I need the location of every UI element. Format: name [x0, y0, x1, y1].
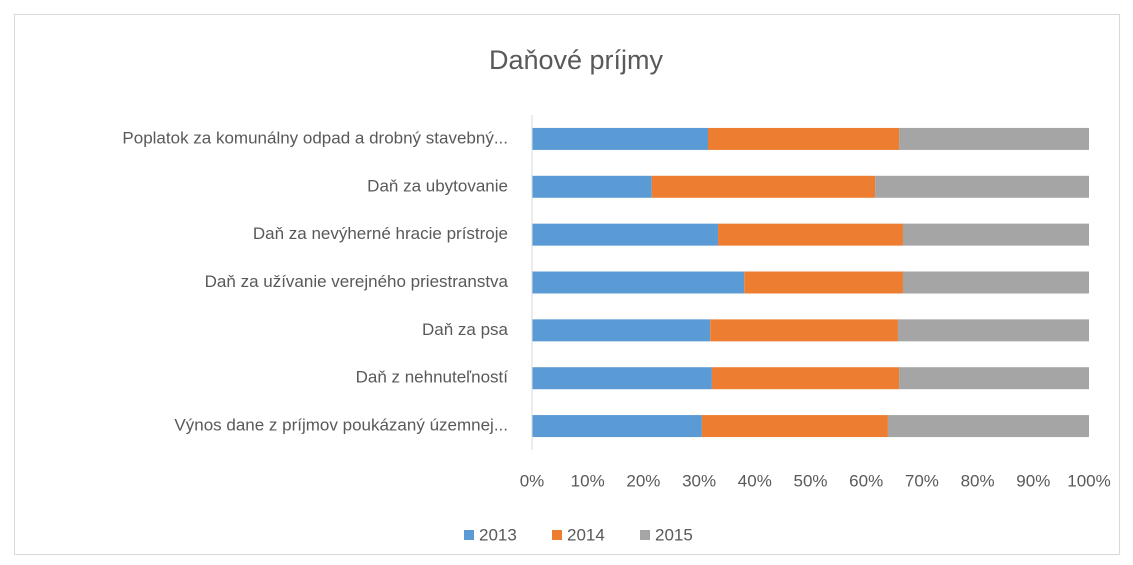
x-tick-label: 30%: [682, 471, 716, 490]
bar-segment: [887, 415, 1089, 438]
y-tick-label: Daň z nehnuteľností: [356, 368, 509, 387]
x-tick-label: 0%: [520, 471, 545, 490]
x-tick-label: 50%: [793, 471, 827, 490]
bar-segment: [899, 367, 1089, 390]
x-tick-label: 70%: [905, 471, 939, 490]
y-tick-label: Daň za ubytovanie: [367, 176, 508, 195]
bar-segment: [897, 319, 1089, 342]
x-tick-label: 100%: [1067, 471, 1110, 490]
x-tick-label: 80%: [961, 471, 995, 490]
y-tick-label: Výnos dane z príjmov poukázaný územnej..…: [174, 416, 508, 435]
y-tick-label: Daň za psa: [422, 320, 509, 339]
legend-swatch: [464, 530, 474, 540]
bar-segment: [532, 415, 702, 438]
bar-segment: [532, 271, 745, 294]
bar-segment: [532, 223, 719, 246]
x-tick-label: 60%: [849, 471, 883, 490]
bar-segment: [902, 223, 1089, 246]
legend-swatch: [640, 530, 650, 540]
chart-title: Daňové príjmy: [489, 45, 664, 75]
legend-label: 2013: [479, 525, 517, 544]
bar-segment: [899, 127, 1089, 150]
bar-segment: [701, 415, 888, 438]
bar-segment: [708, 127, 900, 150]
x-tick-label: 10%: [571, 471, 605, 490]
y-tick-label: Daň za nevýherné hracie prístroje: [253, 224, 508, 243]
y-tick-label: Poplatok za komunálny odpad a drobný sta…: [122, 128, 508, 147]
legend-label: 2014: [567, 525, 605, 544]
bar-segment: [718, 223, 903, 246]
legend-label: 2015: [655, 525, 693, 544]
bar-segment: [532, 319, 711, 342]
bar-segment: [875, 175, 1089, 198]
bar-segment: [711, 367, 900, 390]
bar-segment: [532, 367, 712, 390]
bar-segment: [651, 175, 876, 198]
legend-swatch: [552, 530, 562, 540]
y-tick-label: Daň za užívanie verejného priestranstva: [205, 272, 509, 291]
bar-segment: [532, 175, 652, 198]
bar-segment: [744, 271, 903, 294]
bar-segment: [710, 319, 898, 342]
x-tick-label: 20%: [626, 471, 660, 490]
x-tick-label: 40%: [738, 471, 772, 490]
bar-segment: [902, 271, 1089, 294]
x-tick-label: 90%: [1016, 471, 1050, 490]
bar-segment: [532, 127, 709, 150]
